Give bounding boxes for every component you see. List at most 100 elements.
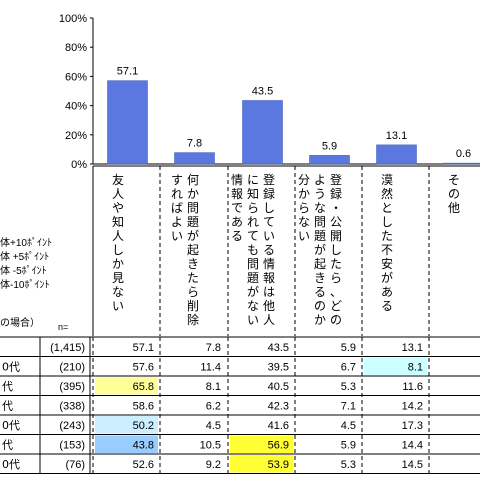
bar-value-label: 7.8	[187, 138, 202, 150]
category-label-char: 除	[187, 312, 199, 327]
category-label-char: ば	[171, 201, 183, 215]
table-cell-value: 40.5	[268, 381, 289, 393]
category-label-char: 問	[314, 215, 326, 229]
category-label-char: な	[112, 285, 124, 299]
category-label-char: か	[112, 257, 124, 271]
category-label-char: が	[187, 228, 199, 243]
table-row-n: (210)	[59, 362, 85, 374]
category-label-char: 公	[330, 215, 342, 229]
category-label-char: が	[247, 284, 259, 299]
table-cell-value: 14.2	[402, 401, 423, 413]
table-row-n: (153)	[59, 440, 85, 452]
table-cell-value: 10.5	[200, 440, 221, 452]
y-tick-label: 60%	[65, 71, 87, 83]
category-label-char: は	[263, 285, 275, 299]
category-label-char: や	[112, 201, 124, 215]
table-cell-value: 14.4	[402, 440, 423, 452]
category-label-char: る	[314, 285, 326, 299]
legend-item: 体 -5ﾎﾟｲﾝﾄ	[0, 266, 47, 277]
category-label-char: 問	[187, 201, 199, 215]
table-cell-value: 17.3	[402, 420, 423, 432]
table-cell-value: 53.9	[268, 459, 289, 471]
category-label-char: が	[314, 242, 326, 257]
table-cell-highlight	[230, 435, 293, 453]
table-cell-value: 42.3	[268, 401, 289, 413]
table-cell-value: 11.6	[402, 381, 423, 393]
category-label-char: き	[314, 271, 326, 285]
table-cell-value: 50.2	[133, 420, 154, 432]
legend-item: 体-10ﾎﾟｲﾝﾄ	[0, 280, 50, 291]
category-label-char: ど	[330, 299, 342, 313]
table-row-n: (338)	[59, 401, 85, 413]
y-tick-label: 80%	[65, 42, 87, 54]
table-row-label: 0代	[2, 361, 20, 374]
category-label-char: か	[298, 187, 310, 201]
category-label-char: 題	[187, 215, 199, 229]
category-label-char: し	[112, 243, 124, 257]
category-label-char: 削	[187, 299, 199, 313]
category-label-char: ・	[330, 201, 342, 215]
category-label-char: た	[381, 229, 393, 243]
category-label-char: 知	[247, 187, 259, 201]
category-label-char: あ	[381, 285, 393, 299]
table-row-n: (243)	[59, 420, 85, 432]
category-label-char: 起	[314, 257, 326, 271]
category-label-char: れ	[171, 187, 183, 201]
table-row-n: (395)	[59, 381, 85, 393]
category-label-char: 漠	[381, 173, 393, 187]
category-label-char: 然	[381, 186, 393, 201]
bar	[309, 155, 350, 165]
category-label-char: な	[247, 299, 259, 313]
table-cell-value: 9.2	[206, 459, 221, 471]
category-label-char: に	[247, 173, 259, 187]
table-cell-value: 4.5	[341, 420, 356, 432]
category-label-char: 登	[263, 172, 275, 187]
table-cell-highlight	[95, 416, 158, 434]
category-label-char: 報	[263, 271, 275, 285]
table-cell-value: 14.5	[402, 459, 423, 471]
table-cell-value: 5.3	[341, 459, 356, 471]
category-label-char: 知	[112, 215, 124, 229]
category-label-char: 情	[231, 173, 243, 187]
table-cell-value: 5.9	[341, 440, 356, 452]
table-cell-value: 58.6	[133, 401, 154, 413]
category-label-char: 録	[263, 186, 275, 201]
bar	[107, 80, 148, 165]
category-label-char: か	[187, 187, 199, 201]
category-label-char: 人	[112, 187, 124, 201]
category-label-char: な	[298, 215, 310, 229]
category-label-char: き	[187, 257, 199, 271]
table-cell-highlight	[95, 377, 158, 395]
table-row-label: 代	[2, 439, 13, 452]
category-label-char: 何	[187, 173, 199, 187]
table-row-label: 代	[2, 400, 13, 413]
bar-value-label: 43.5	[252, 85, 273, 97]
category-label-char: そ	[448, 173, 460, 187]
table-cell-value: 13.1	[402, 342, 423, 354]
category-label-char: い	[171, 229, 183, 243]
table-cell-highlight	[364, 357, 427, 375]
legend: 体+10ﾎﾟｲﾝﾄ 体 +5ﾎﾟｲﾝﾄ 体 -5ﾎﾟｲﾝﾄ 体-10ﾎﾟｲﾝﾄ	[0, 237, 90, 293]
table-cell-value: 41.6	[268, 420, 289, 432]
category-label-char: が	[381, 270, 393, 285]
bar	[174, 152, 215, 165]
y-tick-label: 40%	[65, 101, 87, 113]
category-label-char: 開	[330, 229, 342, 243]
legend-note: の場合）	[0, 318, 40, 329]
y-tick-label: 20%	[65, 130, 87, 142]
table-row-label: 代	[2, 380, 13, 393]
category-label-char: 分	[298, 173, 310, 187]
bar-value-label: 57.1	[117, 66, 138, 78]
category-label-char: 題	[247, 271, 259, 285]
category-label-char: い	[112, 299, 124, 313]
bar	[443, 162, 480, 165]
bar-value-label: 0.6	[456, 148, 471, 160]
table-cell-value: 7.8	[206, 342, 221, 354]
table-cell-value: 11.4	[200, 362, 221, 374]
table-cell-highlight	[95, 435, 158, 453]
category-label-char: ら	[247, 201, 259, 215]
category-label-char: 題	[314, 229, 326, 243]
category-label-char: 他	[263, 299, 275, 313]
table-cell-value: 57.1	[133, 342, 154, 354]
